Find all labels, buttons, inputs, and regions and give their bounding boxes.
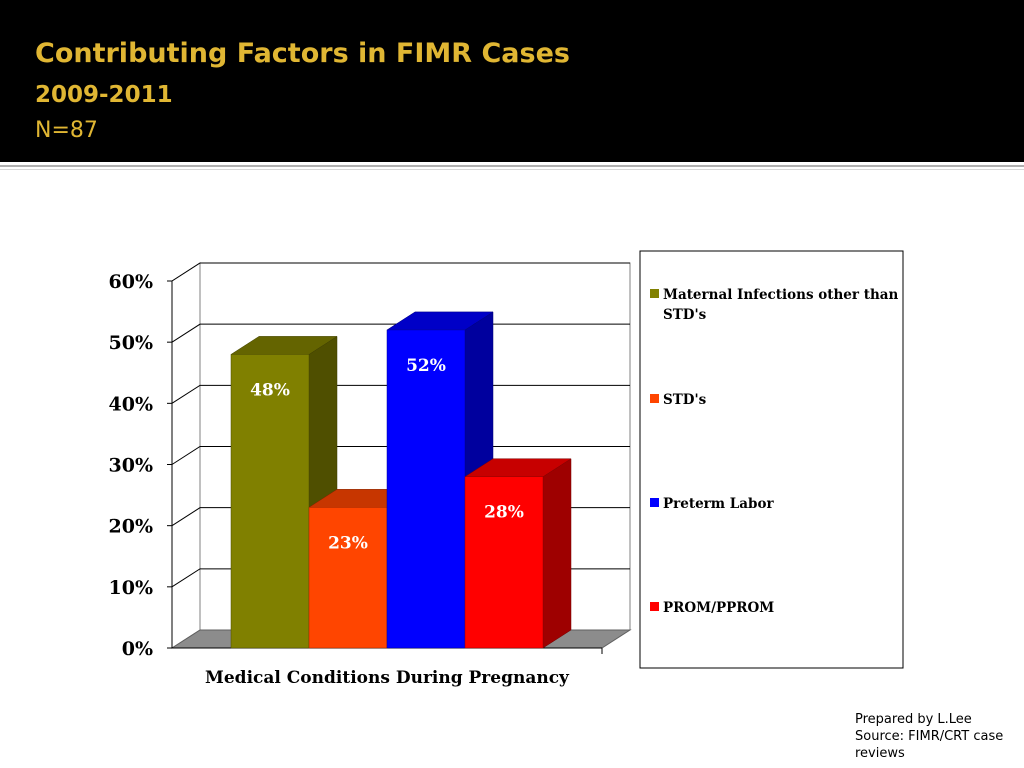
y-tick-label: 60% bbox=[109, 271, 154, 293]
legend-box bbox=[639, 250, 904, 669]
data-label: 48% bbox=[250, 380, 290, 400]
legend-label: PROM/PPROM bbox=[663, 600, 774, 616]
x-axis-label: Medical Conditions During Pregnancy bbox=[205, 668, 570, 688]
legend-swatch bbox=[650, 394, 659, 403]
legend-label: Preterm Labor bbox=[663, 496, 774, 512]
legend-swatch bbox=[650, 289, 659, 298]
header-divider bbox=[0, 165, 1024, 167]
y-tick-label: 0% bbox=[122, 638, 153, 660]
y-tick-label: 40% bbox=[109, 393, 154, 415]
data-label: 23% bbox=[328, 533, 368, 553]
source-note: Source: FIMR/CRT case reviews bbox=[855, 729, 1004, 761]
footer-note: Prepared by L.Lee Source: FIMR/CRT case … bbox=[855, 711, 1020, 762]
bar bbox=[230, 354, 310, 649]
gridline bbox=[171, 262, 630, 282]
bar bbox=[464, 476, 544, 649]
legend-label: Maternal Infections other than STD's bbox=[663, 287, 899, 323]
y-tick-label: 20% bbox=[109, 516, 154, 538]
slide-title: Contributing Factors in FIMR Cases bbox=[35, 38, 570, 69]
slide-header: Contributing Factors in FIMR Cases 2009-… bbox=[0, 0, 1024, 162]
bar-side bbox=[542, 458, 572, 649]
bar bbox=[308, 507, 388, 649]
y-tick-label: 50% bbox=[109, 332, 154, 354]
slide-subtitle: 2009-2011 bbox=[35, 82, 173, 108]
bar bbox=[386, 329, 466, 649]
data-label: 28% bbox=[484, 503, 524, 523]
legend-swatch bbox=[650, 498, 659, 507]
sample-size: N=87 bbox=[35, 118, 98, 143]
legend-label: STD's bbox=[663, 392, 707, 408]
y-tick-label: 30% bbox=[109, 455, 154, 477]
data-label: 52% bbox=[406, 356, 446, 376]
legend-swatch bbox=[650, 602, 659, 611]
header-divider-thin bbox=[0, 169, 1024, 170]
y-tick-label: 10% bbox=[109, 577, 154, 599]
prepared-by: Prepared by L.Lee bbox=[855, 712, 972, 727]
